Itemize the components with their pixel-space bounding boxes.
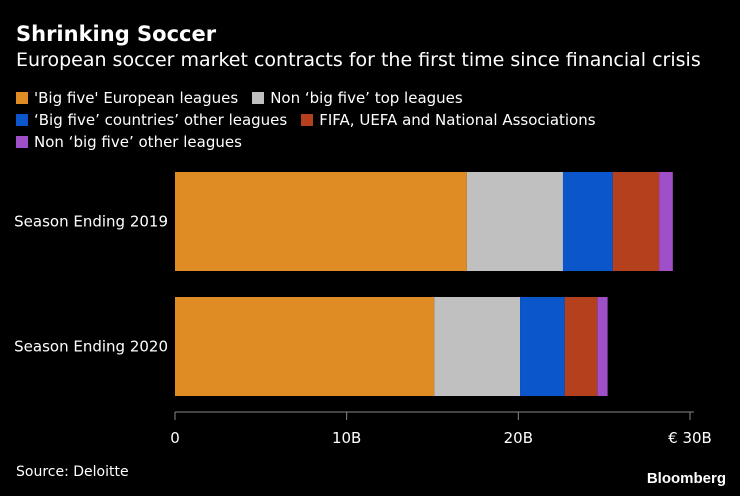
category-label-2: Season Ending 2020 [14,338,168,356]
x-tick-label-1: 0 [170,429,180,447]
bar-segment-2-4 [564,297,598,396]
legend-item-big-five-other: ‘Big five’ countries’ other leagues [16,111,287,129]
bar-segment-2-1 [175,297,435,396]
bar-segment-2-3 [520,297,565,396]
chart-title: Shrinking Soccer [16,22,217,46]
bar-segment-2-5 [597,297,608,396]
bar-segment-1-2 [466,172,563,271]
legend-swatch-big-five-other [16,114,28,126]
legend-swatch-big-five [16,92,28,104]
legend-label-non-big-five-other: Non ‘big five’ other leagues [34,133,242,151]
bar-segment-1-3 [562,172,613,271]
chart-subtitle: European soccer market contracts for the… [16,49,701,71]
legend-label-fifa-uefa: FIFA, UEFA and National Associations [319,111,596,129]
x-tick-label-3: 20B [504,429,533,447]
legend-row-1: 'Big five' European leagues Non ‘big fiv… [16,87,716,109]
x-tick-label-4: € 30B [668,429,712,447]
legend-row-3: Non ‘big five’ other leagues [16,131,716,153]
legend-item-non-big-five-other: Non ‘big five’ other leagues [16,133,242,151]
legend-item-big-five: 'Big five' European leagues [16,89,238,107]
legend-row-2: ‘Big five’ countries’ other leagues FIFA… [16,109,716,131]
bar-segment-2-2 [434,297,521,396]
legend-item-non-big-five-top: Non ‘big five’ top leagues [252,89,463,107]
bloomberg-logo: Bloomberg [646,470,726,487]
legend-label-big-five-other: ‘Big five’ countries’ other leagues [34,111,288,129]
legend-swatch-non-big-five-other [16,136,28,148]
chart-legend: 'Big five' European leagues Non ‘big fiv… [16,87,716,153]
source-note: Source: Deloitte [16,464,129,480]
legend-swatch-fifa-uefa [301,114,314,126]
legend-swatch-non-big-five-top [252,92,265,104]
legend-label-non-big-five-top: Non ‘big five’ top leagues [270,89,463,107]
bar-segment-1-5 [659,172,673,271]
x-tick-label-2: 10B [332,429,361,447]
bar-segment-1-4 [612,172,660,271]
bar-segment-1-1 [175,172,467,271]
legend-label-big-five: 'Big five' European leagues [34,89,239,107]
legend-item-fifa-uefa: FIFA, UEFA and National Associations [301,111,596,129]
category-label-1: Season Ending 2019 [14,213,168,231]
